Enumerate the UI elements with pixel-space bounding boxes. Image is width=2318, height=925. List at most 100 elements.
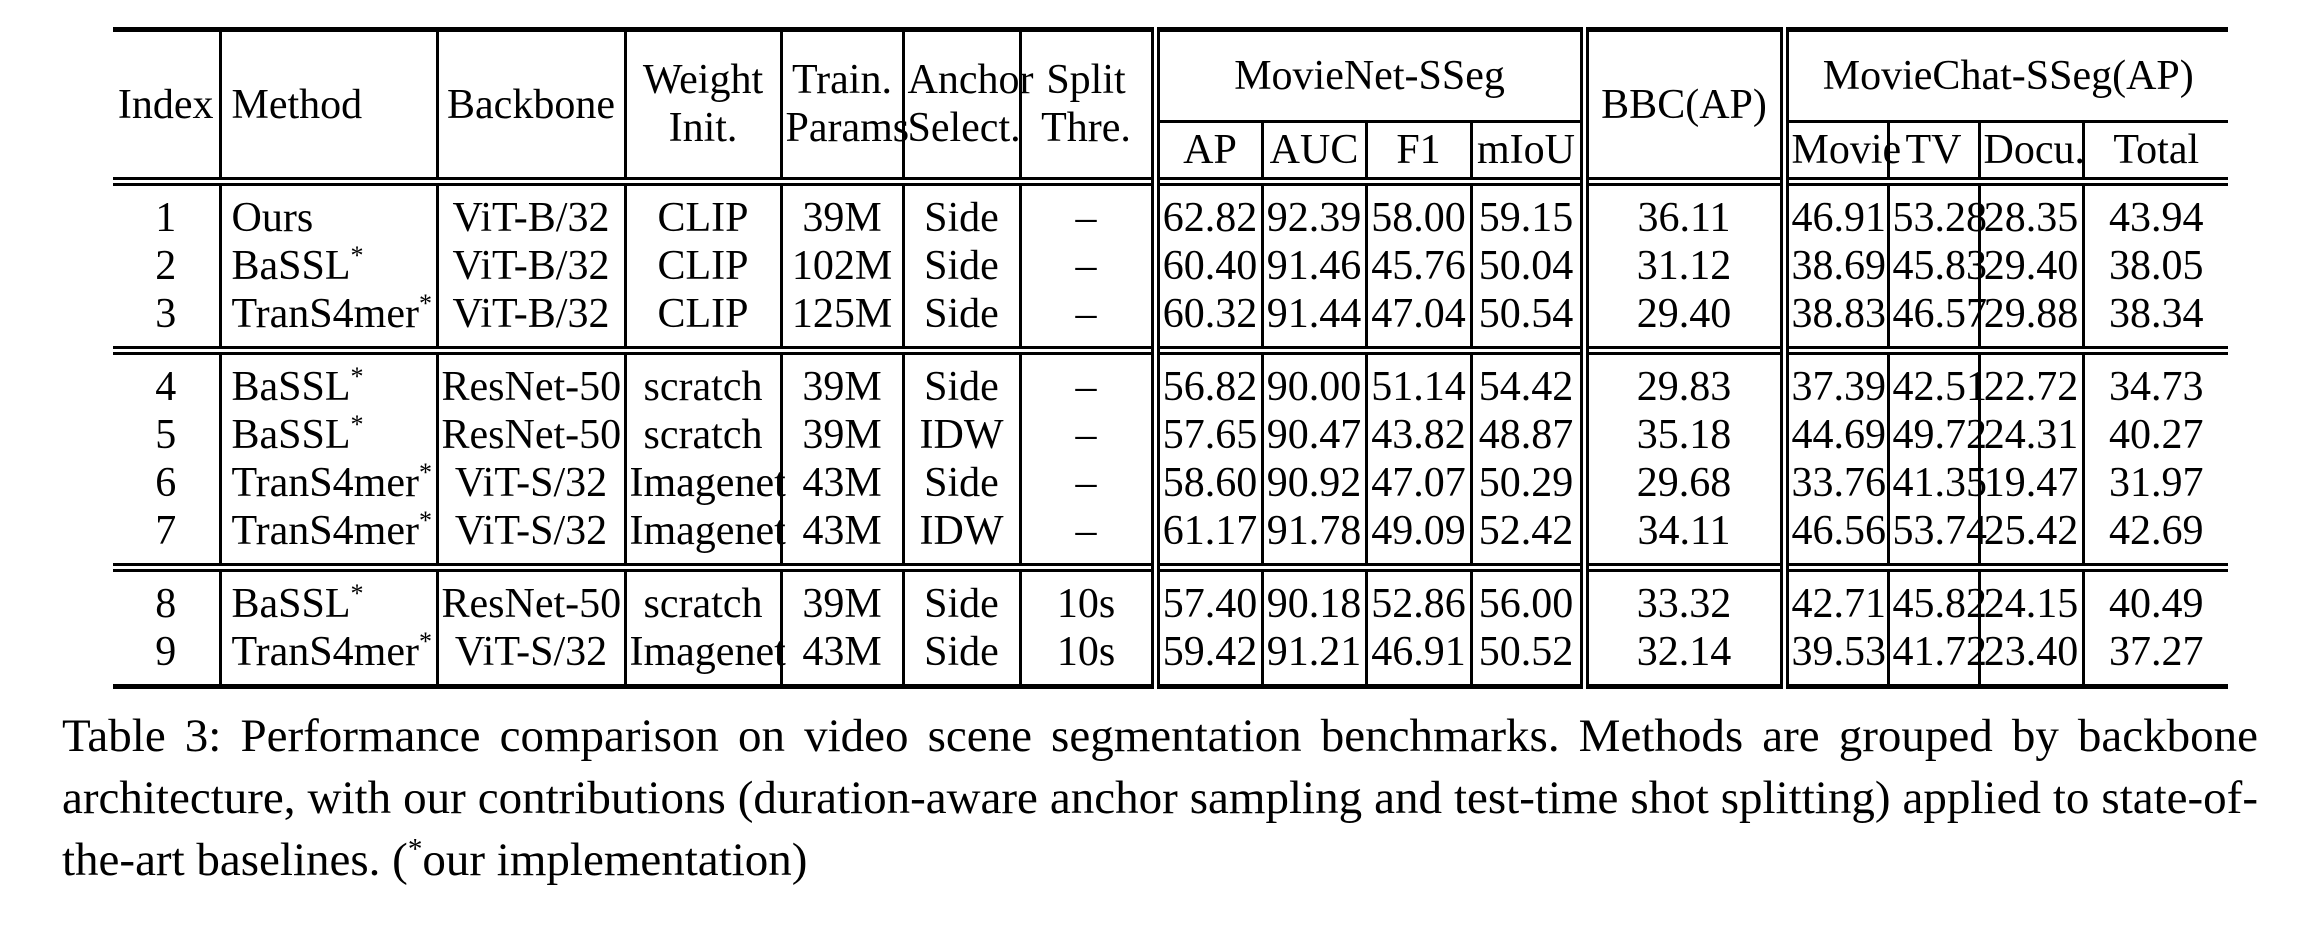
cell-method: BaSSL* [218, 410, 437, 459]
cell-train-params: 125M [779, 290, 903, 351]
cell-docu: 23.40 [1977, 628, 2084, 687]
caption-text: Table 3: Performance comparison on video… [62, 710, 2258, 886]
cell-miou: 50.54 [1469, 290, 1585, 351]
cell-method: TranS4mer* [218, 459, 437, 507]
cell-tv: 45.82 [1886, 563, 1987, 628]
col-header-total: Total [2081, 121, 2229, 182]
col-header-docu: Docu. [1977, 121, 2085, 182]
cell-anchor-select: Side [901, 242, 1020, 290]
cell-weight-init: scratch [623, 411, 781, 459]
col-header-index: Index [117, 81, 214, 128]
cell-movie: 42.71 [1779, 563, 1889, 628]
cell-train-params: 39M [779, 563, 903, 628]
cell-method: TranS4mer* [218, 289, 437, 351]
cell-auc: 91.46 [1260, 242, 1366, 290]
method-name: BaSSL [231, 412, 351, 458]
cell-auc: 90.18 [1260, 563, 1366, 628]
cell-split-thre: – [1018, 346, 1155, 411]
cell-anchor-select: Side [901, 563, 1020, 628]
cell-f1: 58.00 [1364, 177, 1471, 242]
col-group-movienet-sseg: MovieNet-SSeg [1150, 29, 1585, 123]
cell-backbone: ResNet-50 [435, 563, 625, 628]
cell-tv: 45.83 [1886, 242, 1987, 290]
cell-auc: 90.47 [1260, 411, 1366, 459]
col-header-movie: Movie [1779, 121, 1901, 182]
cell-ap: 62.82 [1150, 177, 1262, 242]
table-row: 6 TranS4mer* ViT-S/32 Imagenet 43M Side –58.60… [113, 459, 2229, 507]
table-row: 4 BaSSL* ResNet-50 scratch 39M Side –56.82 90.0… [113, 346, 2229, 411]
cell-anchor-select: IDW [901, 411, 1020, 459]
cell-bbc-ap: 32.14 [1579, 628, 1785, 687]
cell-total: 38.34 [2081, 290, 2229, 351]
cell-anchor-select: Side [901, 628, 1020, 687]
cell-movie: 46.91 [1779, 177, 1889, 242]
cell-bbc-ap: 29.83 [1579, 346, 1785, 411]
cell-backbone: ViT-B/32 [435, 242, 625, 290]
cell-auc: 92.39 [1260, 177, 1366, 242]
cell-split-thre: – [1018, 507, 1155, 568]
method-name: TranS4mer [231, 629, 419, 675]
method-name: TranS4mer [231, 460, 419, 506]
col-group-moviechat-sseg: MovieChat-SSeg(AP) [1779, 29, 2229, 123]
cell-total: 43.94 [2081, 177, 2229, 242]
cell-auc: 91.44 [1260, 290, 1366, 351]
cell-docu: 29.88 [1977, 290, 2084, 351]
col-header-weight-init: Weight Init. [623, 29, 781, 182]
method-asterisk: * [350, 410, 364, 439]
cell-tv: 53.74 [1886, 507, 1987, 568]
method-asterisk: * [418, 289, 432, 318]
cell-backbone: ViT-S/32 [435, 459, 625, 507]
cell-ap: 58.60 [1150, 459, 1262, 507]
cell-ap: 57.40 [1150, 563, 1262, 628]
cell-index: 8 [113, 563, 220, 628]
cell-train-params: 39M [779, 177, 903, 242]
cell-tv: 53.28 [1886, 177, 1987, 242]
cell-miou: 56.00 [1469, 563, 1585, 628]
cell-total: 40.27 [2081, 411, 2229, 459]
cell-total: 31.97 [2081, 459, 2229, 507]
cell-backbone: ViT-B/32 [435, 177, 625, 242]
cell-miou: 50.29 [1469, 459, 1585, 507]
cell-index: 2 [155, 243, 177, 289]
cell-bbc-ap: 34.11 [1579, 507, 1785, 568]
table-row: 3 TranS4mer* ViT-B/32 CLIP 125M Side –60.32 91.… [113, 289, 2229, 351]
cell-backbone: ResNet-50 [435, 411, 625, 459]
cell-train-params: 102M [779, 242, 903, 290]
table-header: Index Method Backbone Weight Init. Train… [113, 29, 2229, 182]
cell-auc: 90.92 [1260, 459, 1366, 507]
cell-bbc-ap: 29.40 [1579, 290, 1785, 351]
table-row: 1 Ours ViT-B/32 CLIP 39M Side –62.82 92.39 58.00… [113, 177, 2229, 242]
method-asterisk: * [418, 627, 432, 656]
cell-docu: 19.47 [1977, 459, 2084, 507]
cell-bbc-ap: 35.18 [1579, 411, 1785, 459]
cell-backbone: ResNet-50 [435, 346, 625, 411]
cell-index: 4 [113, 346, 220, 411]
cell-method: BaSSL* [218, 346, 437, 411]
cell-total: 37.27 [2081, 628, 2229, 687]
col-header-bbc-ap: BBC(AP) [1579, 29, 1785, 182]
caption-asterisk: * [407, 833, 423, 866]
cell-total: 38.05 [2081, 242, 2229, 290]
cell-method: TranS4mer* [218, 627, 437, 687]
cell-weight-init: CLIP [623, 177, 781, 242]
cell-weight-init: scratch [623, 346, 781, 411]
cell-total: 40.49 [2081, 563, 2229, 628]
cell-miou: 54.42 [1469, 346, 1585, 411]
cell-ap: 61.17 [1150, 507, 1262, 568]
col-header-f1: F1 [1364, 121, 1471, 182]
cell-method: BaSSL* [218, 242, 437, 290]
table-row: 7 TranS4mer* ViT-S/32 Imagenet 43M IDW –61.17 9… [113, 507, 2229, 568]
method-name: Ours [231, 195, 314, 241]
cell-split-thre: – [1018, 290, 1155, 351]
header-row-groups: Index Method Backbone Weight Init. Train… [113, 29, 2229, 182]
cell-index: 9 [155, 629, 177, 675]
table-row: 9 TranS4mer* ViT-S/32 Imagenet 43M Side 10s 59.… [113, 627, 2229, 687]
cell-total: 34.73 [2081, 346, 2229, 411]
cell-index: 3 [155, 291, 177, 337]
cell-train-params: 43M [779, 507, 903, 568]
cell-f1: 51.14 [1364, 346, 1471, 411]
method-name: BaSSL [231, 364, 351, 410]
col-header-split-thre: Split Thre. [1018, 29, 1155, 182]
cell-miou: 52.42 [1469, 507, 1585, 568]
caption-suffix: our implementation) [422, 834, 808, 886]
